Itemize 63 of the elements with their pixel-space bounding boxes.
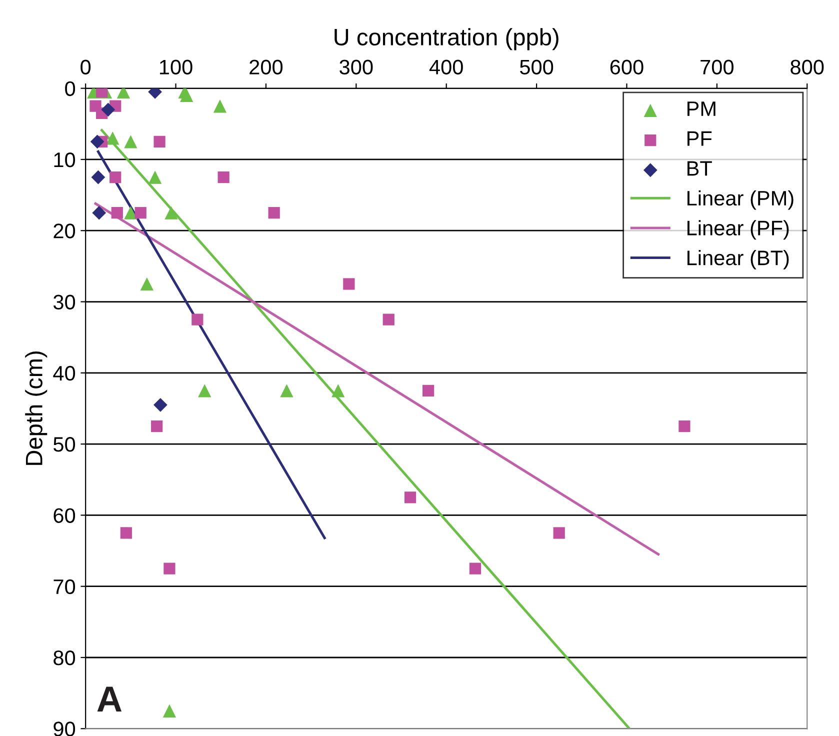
point [90,134,104,149]
legend-label: BT [688,161,712,176]
point [343,278,355,290]
x-tick-label: 400 [429,60,463,74]
legend-label: Linear (PM) [688,190,794,210]
point [213,100,227,113]
point [101,102,116,117]
point [164,562,176,574]
x-tick-label: 600 [610,60,644,74]
x-tick-label: 300 [340,60,373,74]
point [111,207,123,219]
annotation: A [97,686,122,712]
point [422,384,434,397]
y-tick-label: 60 [54,508,76,523]
point [280,384,294,398]
point [151,420,163,432]
point [148,170,162,184]
point [110,171,122,184]
x-tick-label: 700 [700,60,734,74]
y-tick-label: 0 [65,81,76,96]
y-tick-label: 40 [53,366,76,381]
x-tick-label: 100 [160,60,192,74]
point [120,527,132,539]
legend-label: PF [688,131,712,146]
x-tick-label: 800 [790,60,824,74]
point [153,398,168,412]
point [382,314,394,326]
point [404,492,416,504]
y-axis-title: Depth (cm) [25,352,48,465]
x-tick-label: 0 [80,60,91,74]
legend-label: PM [688,102,716,116]
y-tick-label: 10 [54,152,76,168]
point [218,171,230,184]
y-tick-label: 20 [54,224,76,238]
point [91,170,106,184]
point [164,206,178,220]
point [106,132,120,145]
x-tick-label: 500 [520,60,554,74]
point [268,207,280,219]
point [96,88,108,98]
x-axis-title: U concentration (ppb) [334,28,558,50]
point [134,207,146,219]
point [469,562,482,574]
legend-label: Linear (BT) [688,250,789,270]
y-tick-label: 50 [54,437,76,452]
x-tick-label: 200 [250,60,283,74]
y-tick-label: 70 [54,579,76,594]
point [198,384,212,398]
point [124,135,138,148]
point [140,277,154,291]
point [124,206,138,220]
point [678,420,690,432]
legend-label: Linear (PF) [688,220,789,240]
point [162,704,176,718]
point [332,384,345,398]
y-tick-label: 80 [54,650,76,666]
point [92,206,106,220]
point [154,136,166,148]
y-tick-label: 30 [53,294,76,310]
point [192,314,204,326]
point [180,88,194,102]
point [553,527,565,539]
y-tick-label: 90 [54,722,76,736]
